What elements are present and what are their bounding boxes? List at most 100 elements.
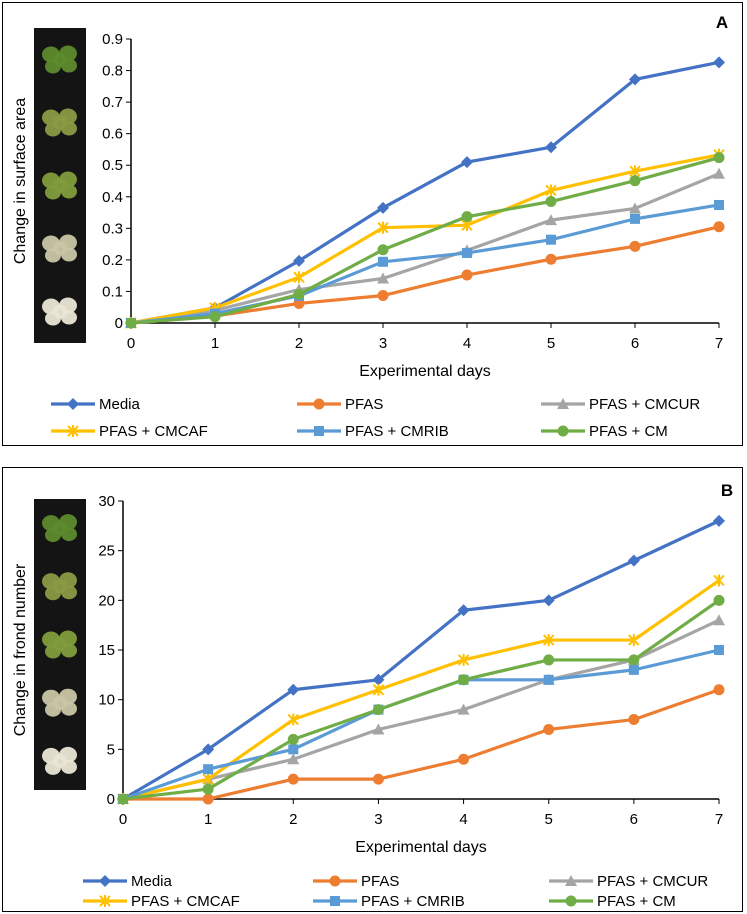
legend-label: PFAS + CMCAF <box>131 893 240 910</box>
legend-swatch-marker <box>557 425 569 437</box>
x-tick-label: 3 <box>379 335 387 352</box>
legend-item: PFAS + CMRIB <box>297 423 449 440</box>
data-point <box>458 674 470 686</box>
data-point <box>545 141 557 154</box>
series-line <box>130 60 720 325</box>
data-point <box>457 703 470 715</box>
data-point <box>713 594 725 606</box>
data-point <box>203 764 214 775</box>
data-point <box>202 783 214 795</box>
frond-number-chart: 0 5 10 15 20 25 30 0 1 2 3 4 5 6 7 Experimental days Cha… <box>12 481 733 910</box>
data-point <box>542 594 555 607</box>
data-point <box>628 714 640 726</box>
series-line <box>130 172 720 325</box>
frond-photo-3 <box>42 171 77 200</box>
x-tick-label: 1 <box>204 811 212 828</box>
x-tick-label: 6 <box>631 335 639 352</box>
data-point <box>202 743 215 756</box>
data-point <box>372 773 384 785</box>
data-point <box>125 317 137 329</box>
surface-area-chart: 0 0.1 0.2 0.3 0.4 0.5 0.6 0.7 0.8 0.9 0 1 2 3 4 5 6 7 Expe… <box>12 13 728 440</box>
legend-item: PFAS + CMCUR <box>549 873 708 890</box>
y-tick-label: 0.7 <box>102 94 123 111</box>
series-line <box>122 579 720 801</box>
data-point <box>287 733 299 745</box>
data-point <box>714 645 724 655</box>
data-point <box>288 744 299 755</box>
legend-swatch-marker <box>330 896 340 906</box>
legend-swatch-marker <box>314 426 324 436</box>
panel-label: A <box>716 13 728 32</box>
y-axis-title: Change in frond number <box>12 563 29 736</box>
data-point <box>457 604 470 617</box>
x-axis-title: Experimental days <box>359 363 491 380</box>
series-pfas-cm <box>117 594 725 805</box>
x-tick-label: 0 <box>127 335 135 352</box>
x-tick-label: 6 <box>630 811 638 828</box>
data-point <box>117 793 129 805</box>
data-point <box>461 211 473 223</box>
legend-item: PFAS <box>297 396 383 413</box>
frond-leaf-shape <box>53 178 67 193</box>
data-point <box>543 634 555 647</box>
y-tick-label: 0 <box>107 791 115 808</box>
data-point <box>546 234 556 245</box>
data-point <box>377 201 389 214</box>
frond-photo-strip <box>34 28 86 343</box>
legend-label: PFAS + CMCAF <box>99 423 208 440</box>
y-axis-title: Change in surface area <box>12 98 29 264</box>
y-tick-label: 5 <box>107 741 115 758</box>
y-tick-label: 15 <box>98 642 115 659</box>
y-tick-label: 0.3 <box>102 220 123 237</box>
y-tick-label: 0.2 <box>102 252 123 269</box>
data-point <box>627 554 640 567</box>
y-tick-label: 0.5 <box>102 157 123 174</box>
legend-swatch-marker <box>313 398 325 410</box>
x-axis-title: Experimental days <box>355 839 487 856</box>
x-tick-label: 3 <box>374 811 382 828</box>
data-point <box>628 654 640 666</box>
data-point <box>629 202 641 214</box>
data-point <box>713 514 725 527</box>
data-point <box>377 221 389 234</box>
series-line <box>130 203 720 325</box>
legend-label: PFAS + CMCUR <box>597 873 708 890</box>
legend-item: PFAS + CM <box>541 423 668 440</box>
frond-leaf-shape <box>53 115 67 130</box>
data-point <box>629 240 641 252</box>
series-pfas-cm <box>125 152 725 329</box>
data-point <box>545 196 557 208</box>
series-media <box>125 56 725 329</box>
plot-area: 0 5 10 15 20 25 30 0 1 2 3 4 5 6 7 <box>98 493 725 828</box>
frond-photo-2 <box>42 572 77 601</box>
frond-photo-5 <box>42 297 77 326</box>
y-tick-label: 30 <box>98 493 115 510</box>
legend-label: PFAS <box>345 396 383 413</box>
data-point <box>458 753 470 765</box>
x-tick-label: 2 <box>289 811 297 828</box>
frond-leaf-shape <box>53 304 67 319</box>
x-tick-label: 4 <box>463 335 471 352</box>
legend-label: PFAS + CM <box>589 423 668 440</box>
series-line <box>123 688 720 801</box>
frond-photo-3 <box>42 630 77 659</box>
data-point <box>202 773 214 786</box>
data-point <box>202 793 214 805</box>
frond-photo-2 <box>42 108 77 137</box>
data-point <box>543 674 554 685</box>
frond-photo-strip <box>34 499 86 790</box>
frond-leaf-shape <box>53 579 67 594</box>
data-point <box>457 653 470 666</box>
y-tick-label: 10 <box>98 692 115 709</box>
series-line <box>122 618 720 801</box>
y-tick-label: 0.8 <box>102 63 123 80</box>
series-line <box>122 519 720 801</box>
frond-photo-4 <box>42 234 77 263</box>
chart-panel-b: 0 5 10 15 20 25 30 0 1 2 3 4 5 6 7 Experimental days Cha… <box>2 467 743 912</box>
data-point <box>372 673 385 686</box>
data-point <box>713 684 725 696</box>
x-tick-label: 5 <box>545 811 553 828</box>
legend-item: PFAS + CMCAF <box>51 423 208 440</box>
y-tick-label: 25 <box>98 543 115 560</box>
legend-swatch-marker <box>67 425 79 437</box>
